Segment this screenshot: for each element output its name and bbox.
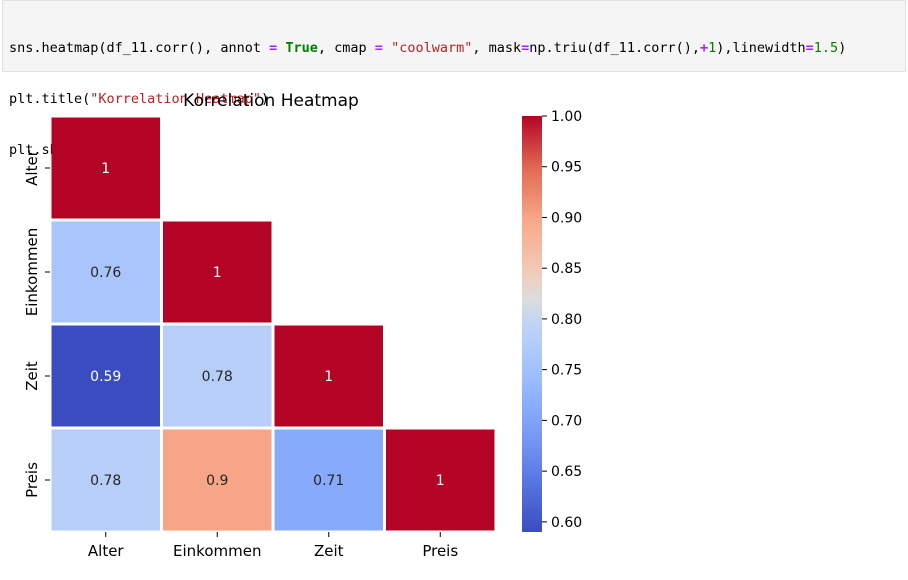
heatmap-cell [51, 325, 160, 427]
code-token: sns.heatmap(df_11.corr(), annot [9, 40, 270, 56]
code-line-2: plt.title("Korrelation Heatmap") [9, 91, 899, 108]
y-tick-label: Alter [23, 149, 41, 186]
code-line-1: sns.heatmap(df_11.corr(), annot = True, … [9, 40, 899, 57]
code-token: = [521, 40, 530, 56]
chart-title: Korrelation Heatmap [183, 91, 359, 111]
cell-annotation: 1 [101, 161, 110, 177]
cell-annotation: 0.9 [206, 473, 228, 489]
x-tick-label: Preis [422, 542, 458, 560]
code-token [383, 40, 391, 56]
code-token: , mask [472, 40, 522, 56]
heatmap-cell [274, 429, 383, 531]
colorbar-tick-label: 0.65 [551, 464, 582, 480]
colorbar-tick-label: 0.70 [551, 413, 582, 429]
code-token: 1.5 [813, 40, 839, 56]
cell-annotation: 0.78 [202, 369, 233, 385]
heatmap-cell [51, 429, 160, 531]
cell-annotation: 1 [213, 265, 222, 281]
code-cell[interactable]: sns.heatmap(df_11.corr(), annot = True, … [2, 0, 906, 158]
colorbar [522, 116, 542, 532]
code-token: ),linewidth [716, 40, 806, 56]
colorbar-tick-label: 0.75 [551, 363, 582, 379]
x-tick-label: Alter [88, 542, 125, 560]
heatmap-cell [51, 117, 160, 219]
heatmap-output: Korrelation Heatmap 1 0.76 1 0.59 0.78 1 0.78 0… [23, 91, 582, 560]
colorbar-tick-label: 0.80 [551, 312, 582, 328]
y-tick-label: Zeit [23, 361, 41, 391]
code-token: plt.title( [9, 91, 91, 107]
code-token: ) [260, 91, 270, 107]
code-token: = [269, 40, 278, 56]
code-token: "Korrelation Heatmap" [90, 91, 261, 107]
code-token: = [805, 40, 814, 56]
x-tick-label: Zeit [314, 542, 344, 560]
code-token: np.triu(df_11.corr(), [529, 40, 700, 56]
y-tick-label: Einkommen [23, 228, 41, 316]
colorbar-tick-label: 1.00 [551, 109, 582, 125]
code-token: = [374, 40, 383, 56]
heatmap-cell [51, 221, 160, 323]
code-token: ) [838, 40, 847, 56]
cell-annotation: 1 [436, 473, 445, 489]
colorbar-tick-label: 0.95 [551, 160, 582, 176]
cell-annotation: 0.78 [90, 473, 121, 489]
y-tick-label: Preis [23, 462, 41, 498]
cell-annotation: 0.76 [90, 265, 121, 281]
cell-annotation: 1 [324, 369, 333, 385]
x-tick-label: Einkommen [173, 542, 261, 560]
heatmap-cell [386, 429, 495, 531]
code-token: True [285, 40, 318, 56]
heatmap-cell [163, 325, 272, 427]
code-token: 1 [708, 40, 717, 56]
code-token: "coolwarm" [391, 40, 473, 56]
colorbar-tick-label: 0.60 [551, 515, 582, 531]
heatmap-cell [163, 429, 272, 531]
heatmap-cell [274, 325, 383, 427]
code-token: , cmap [317, 40, 375, 56]
cell-annotation: 0.59 [90, 369, 121, 385]
colorbar-tick-label: 0.85 [551, 261, 582, 277]
colorbar-tick-label: 0.90 [551, 210, 582, 226]
code-token: + [699, 40, 709, 56]
heatmap-cell [163, 221, 272, 323]
cell-annotation: 0.71 [313, 473, 344, 489]
